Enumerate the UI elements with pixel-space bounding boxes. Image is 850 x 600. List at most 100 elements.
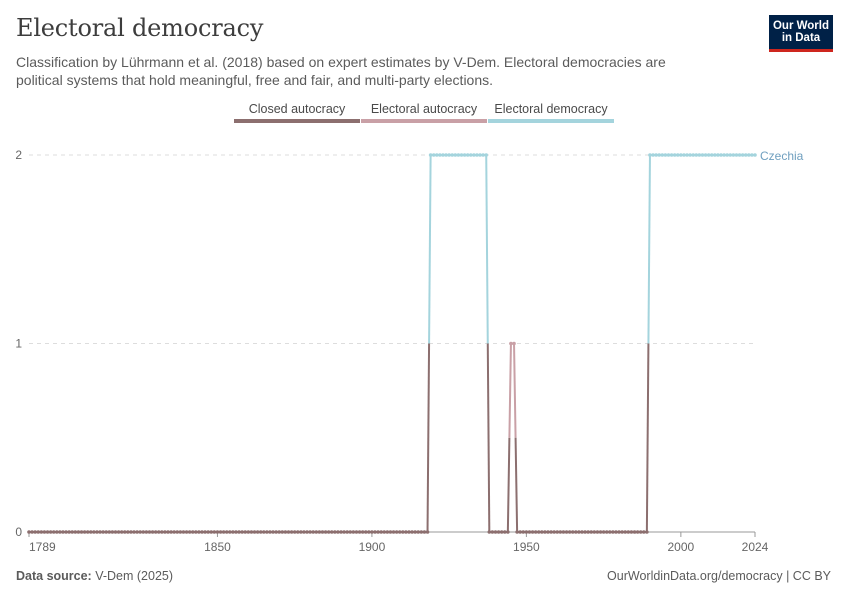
data-point [243, 530, 248, 534]
data-point [651, 153, 655, 157]
data-point [564, 530, 569, 534]
series-connector [645, 343, 650, 533]
data-point [669, 153, 674, 157]
data-point [286, 530, 291, 534]
data-point [320, 530, 325, 534]
data-point [122, 530, 127, 534]
data-point [379, 530, 383, 534]
data-point [132, 530, 136, 534]
data-point [638, 530, 643, 534]
data-point [666, 153, 671, 157]
data-point [64, 530, 68, 534]
chart-subtitle: Classification by Lührmann et al. (2018)… [16, 54, 666, 88]
data-point [299, 530, 303, 534]
data-point [48, 530, 53, 534]
data-point [200, 530, 204, 534]
data-point [391, 530, 396, 534]
data-point [682, 153, 686, 157]
data-point [601, 530, 606, 534]
data-point [363, 530, 368, 534]
data-point [382, 530, 387, 534]
data-point [187, 530, 192, 534]
data-point [675, 153, 680, 157]
data-point [175, 530, 180, 534]
data-point [743, 153, 748, 157]
data-point [716, 153, 720, 157]
data-point [515, 530, 519, 534]
data-point [27, 530, 31, 534]
data-point [153, 530, 158, 534]
data-point [129, 530, 133, 534]
data-point [586, 530, 590, 534]
data-point [194, 530, 198, 534]
data-point [493, 530, 498, 534]
data-point [92, 530, 96, 534]
data-point [61, 530, 65, 534]
data-point [370, 530, 374, 534]
data-point [527, 530, 532, 534]
data-point [478, 153, 482, 157]
source-link[interactable]: OurWorldinData.org/democracy [607, 569, 783, 583]
x-tick-label: 1850 [204, 540, 231, 554]
data-point [302, 530, 306, 534]
data-point [295, 530, 300, 534]
owid-logo[interactable]: Our World in Data [769, 15, 833, 52]
data-point [645, 530, 649, 534]
data-point [413, 530, 417, 534]
legend-label: Electoral autocracy [370, 102, 478, 116]
legend-item-electoral-autocracy[interactable]: Electoral autocracy [361, 101, 487, 125]
data-point [240, 530, 244, 534]
data-point [589, 530, 594, 534]
data-point [274, 530, 278, 534]
series-connector [514, 437, 519, 533]
data-point [308, 530, 312, 534]
data-point [82, 530, 87, 534]
series-connector [485, 154, 489, 344]
data-point [419, 530, 424, 534]
data-point [441, 153, 445, 157]
data-point [536, 530, 541, 534]
data-point [444, 153, 448, 157]
data-point [663, 153, 668, 157]
x-tick-label: 1950 [513, 540, 540, 554]
data-point [753, 153, 757, 157]
y-tick-label: 1 [15, 337, 22, 351]
data-point [614, 530, 618, 534]
data-source-label: Data source: [16, 569, 92, 583]
data-point [224, 530, 229, 534]
footer-link-area: OurWorldinData.org/democracy | CC BY [607, 569, 831, 583]
data-point [404, 530, 408, 534]
legend-item-electoral-democracy[interactable]: Electoral democracy [488, 101, 614, 125]
data-point [750, 153, 754, 157]
data-point [339, 530, 343, 534]
data-point [583, 530, 587, 534]
data-point [138, 530, 143, 534]
data-point [292, 530, 297, 534]
data-point [641, 530, 646, 534]
legend-item-closed-autocracy[interactable]: Closed autocracy [234, 101, 360, 125]
data-point [342, 530, 346, 534]
data-point [459, 153, 464, 157]
data-point [246, 530, 251, 534]
legend-swatch [488, 119, 614, 123]
data-point [728, 153, 733, 157]
data-point [620, 530, 624, 534]
data-point [314, 530, 319, 534]
data-point [373, 530, 377, 534]
data-point [249, 530, 254, 534]
data-point [172, 530, 176, 534]
data-point [329, 530, 334, 534]
data-point [416, 530, 421, 534]
data-point [660, 153, 665, 157]
data-point [348, 530, 353, 534]
x-tick-label: 2024 [742, 540, 769, 554]
data-point [657, 153, 662, 157]
data-point [552, 530, 556, 534]
data-source-value: V-Dem (2025) [95, 569, 174, 583]
data-point [604, 530, 609, 534]
data-point [36, 530, 41, 534]
data-point [58, 530, 62, 534]
data-point [311, 530, 316, 534]
data-point [567, 530, 572, 534]
logo-line-1: Our World [772, 20, 829, 32]
